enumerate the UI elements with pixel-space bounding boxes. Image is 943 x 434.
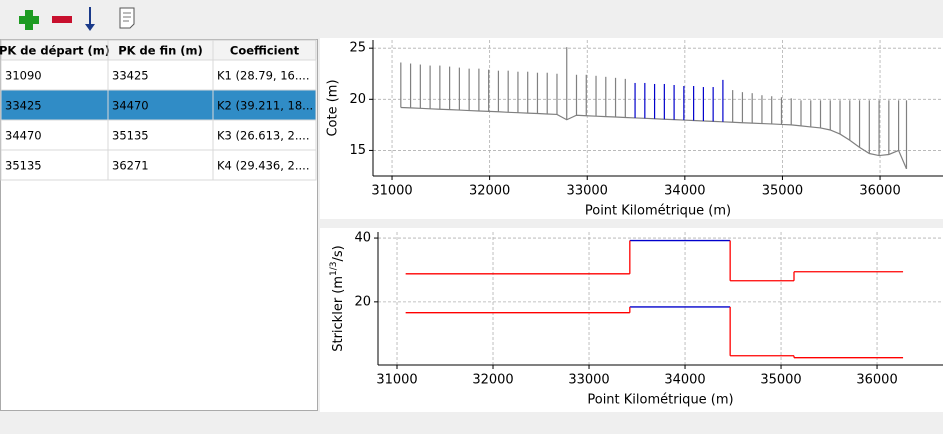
table-cell: 33425: [112, 69, 149, 83]
document-button[interactable]: [119, 7, 135, 29]
chart: 31000 32000 33000 34000 35000 36000 15 20 25 Poin…: [326, 40, 943, 219]
x-tick-label: 31000: [371, 184, 412, 199]
y-axis-label-part: Strickler (m: [331, 276, 346, 352]
table-cell: 31090: [5, 69, 42, 83]
y-tick-label: 40: [354, 231, 371, 246]
table-cell: 36271: [112, 159, 149, 173]
x-tick-label: 34000: [664, 373, 705, 388]
x-tick-label: 36000: [856, 373, 897, 388]
x-tick-label: 33000: [567, 184, 608, 199]
x-axis-label: Point Kilométrique (m): [585, 204, 731, 219]
add-button[interactable]: [19, 10, 39, 30]
table-row[interactable]: [0, 119, 317, 151]
x-axis-label: Point Kilométrique (m): [587, 393, 733, 408]
toolbar: [0, 0, 943, 38]
x-tick-label: 31000: [376, 373, 417, 388]
y-tick-label: 15: [349, 143, 366, 158]
table-cell: 34470: [112, 99, 149, 113]
column-header: PK de fin (m): [118, 44, 203, 58]
y-tick-label: 20: [354, 294, 371, 309]
x-tick-label: 36000: [859, 184, 900, 199]
table-cell: 35135: [5, 159, 42, 173]
y-axis-label-part: 1/3: [329, 261, 339, 275]
y-axis-label-part: /s): [331, 245, 346, 261]
x-tick-label: 33000: [568, 373, 609, 388]
table-cell: 34470: [5, 129, 42, 143]
table: PK de départ (m) PK de fin (m) Coefficient…: [0, 39, 317, 181]
remove-button[interactable]: [52, 16, 72, 23]
x-tick-label: 32000: [469, 184, 510, 199]
x-tick-label: 35000: [762, 184, 803, 199]
table-row[interactable]: [0, 59, 317, 91]
table-cell: K1 (28.79, 16....: [217, 69, 310, 83]
table-cell: 35135: [112, 129, 149, 143]
column-header: PK de départ (m): [0, 44, 110, 58]
x-tick-label: 35000: [760, 373, 801, 388]
y-axis-label: Cote (m): [326, 79, 341, 136]
status-bar: [0, 413, 943, 434]
table-cell: K2 (39.211, 18...: [217, 99, 313, 113]
charts: 31000 32000 33000 34000 35000 36000 15 20 25 Poin…: [326, 40, 943, 408]
y-tick-label: 20: [349, 92, 366, 107]
column-header: Coefficient: [230, 44, 300, 58]
y-tick-label: 25: [349, 41, 366, 56]
selected-row[interactable]: [0, 89, 317, 121]
table-cell: 33425: [5, 99, 42, 113]
chart: 31000 32000 33000 34000 35000 36000 20 40 Point …: [329, 231, 943, 408]
table-row[interactable]: [0, 149, 317, 181]
sort-button[interactable]: [85, 7, 95, 31]
y-axis-label: Strickler (m1/3/s): [329, 245, 346, 352]
x-tick-label: 32000: [472, 373, 513, 388]
table-cell: K3 (26.613, 2....: [217, 129, 310, 143]
splitter[interactable]: [320, 219, 943, 228]
x-tick-label: 34000: [664, 184, 705, 199]
table-cell: K4 (29.436, 2....: [217, 159, 310, 173]
